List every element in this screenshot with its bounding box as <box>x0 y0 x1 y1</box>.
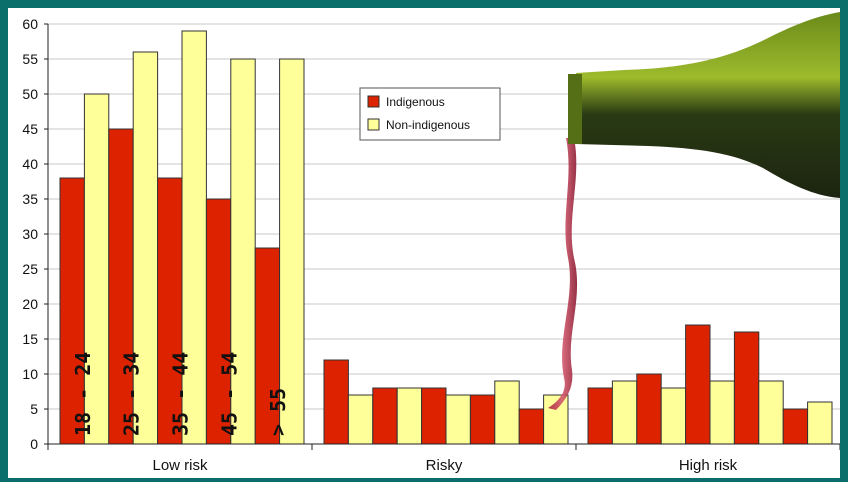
age-group-label: 45 - 54 <box>217 352 241 436</box>
y-tick-label: 30 <box>22 226 38 242</box>
chart-frame: 0 5 10 15 20 25 30 35 40 45 50 55 60 Low risk Risky Hi… <box>8 8 840 478</box>
bar-non-indigenous <box>445 394 471 445</box>
y-tick-label: 0 <box>30 436 38 452</box>
y-tick-label: 60 <box>22 16 38 32</box>
bar-non-indigenous <box>347 394 374 445</box>
x-category-labels: Low risk Risky High risk <box>152 457 737 474</box>
y-tick-label: 5 <box>30 401 38 417</box>
x-category-label: High risk <box>679 457 738 474</box>
y-tick-label: 40 <box>22 156 38 172</box>
y-tick-label: 35 <box>22 191 38 207</box>
bar-non-indigenous <box>132 51 159 445</box>
bar-non-indigenous <box>807 401 833 445</box>
bar-indigenous <box>782 408 809 445</box>
bar-indigenous <box>421 387 447 445</box>
y-tick-label: 15 <box>22 331 38 347</box>
age-group-label: 35 - 44 <box>169 352 193 436</box>
bar-indigenous <box>685 324 711 445</box>
legend-swatch-indigenous <box>367 95 380 108</box>
y-tick-label: 55 <box>22 51 38 67</box>
bar-non-indigenous <box>83 93 110 445</box>
bar-indigenous <box>636 373 662 445</box>
y-tick-label: 50 <box>22 86 38 102</box>
y-tick-label: 25 <box>22 261 38 277</box>
bar-indigenous <box>518 408 545 445</box>
bar-non-indigenous <box>396 387 423 445</box>
x-category-label: Low risk <box>152 457 208 474</box>
bar-indigenous <box>59 177 85 445</box>
bar-indigenous <box>323 359 349 445</box>
bar-non-indigenous <box>709 380 735 445</box>
legend: Indigenous Non-indigenous <box>359 87 501 141</box>
bar-non-indigenous <box>611 380 638 445</box>
axes <box>44 23 840 450</box>
bar-indigenous <box>254 247 281 445</box>
age-group-labels: 18 - 24 25 - 34 35 - 44 45 - 54 > 55 <box>71 352 290 436</box>
bars <box>59 30 833 445</box>
wine-stream <box>548 138 578 410</box>
y-tick-label: 45 <box>22 121 38 137</box>
bar-indigenous <box>733 331 760 445</box>
bottle-shape <box>576 12 840 198</box>
wine-bottle-illustration <box>548 12 840 410</box>
y-tick-labels: 0 5 10 15 20 25 30 35 40 45 50 55 60 <box>22 16 38 452</box>
bar-indigenous <box>469 394 496 445</box>
x-category-label: Risky <box>426 457 463 474</box>
bar-non-indigenous <box>660 387 687 445</box>
age-group-label: 18 - 24 <box>71 352 95 436</box>
bar-indigenous <box>205 198 232 445</box>
legend-swatch-non-indigenous <box>367 118 380 131</box>
y-tick-label: 10 <box>22 366 38 382</box>
bar-non-indigenous <box>279 58 305 445</box>
legend-label-non-indigenous: Non-indigenous <box>386 118 470 132</box>
age-group-label: > 55 <box>266 388 290 436</box>
bar-chart: 0 5 10 15 20 25 30 35 40 45 50 55 60 Low risk Risky Hi… <box>22 12 840 474</box>
bar-indigenous <box>372 387 398 445</box>
bar-non-indigenous <box>494 380 520 445</box>
y-tick-label: 20 <box>22 296 38 312</box>
bar-non-indigenous <box>758 380 784 445</box>
bottle-lip <box>568 74 582 144</box>
age-group-label: 25 - 34 <box>120 352 144 436</box>
bar-indigenous <box>587 387 613 445</box>
legend-label-indigenous: Indigenous <box>386 95 445 109</box>
